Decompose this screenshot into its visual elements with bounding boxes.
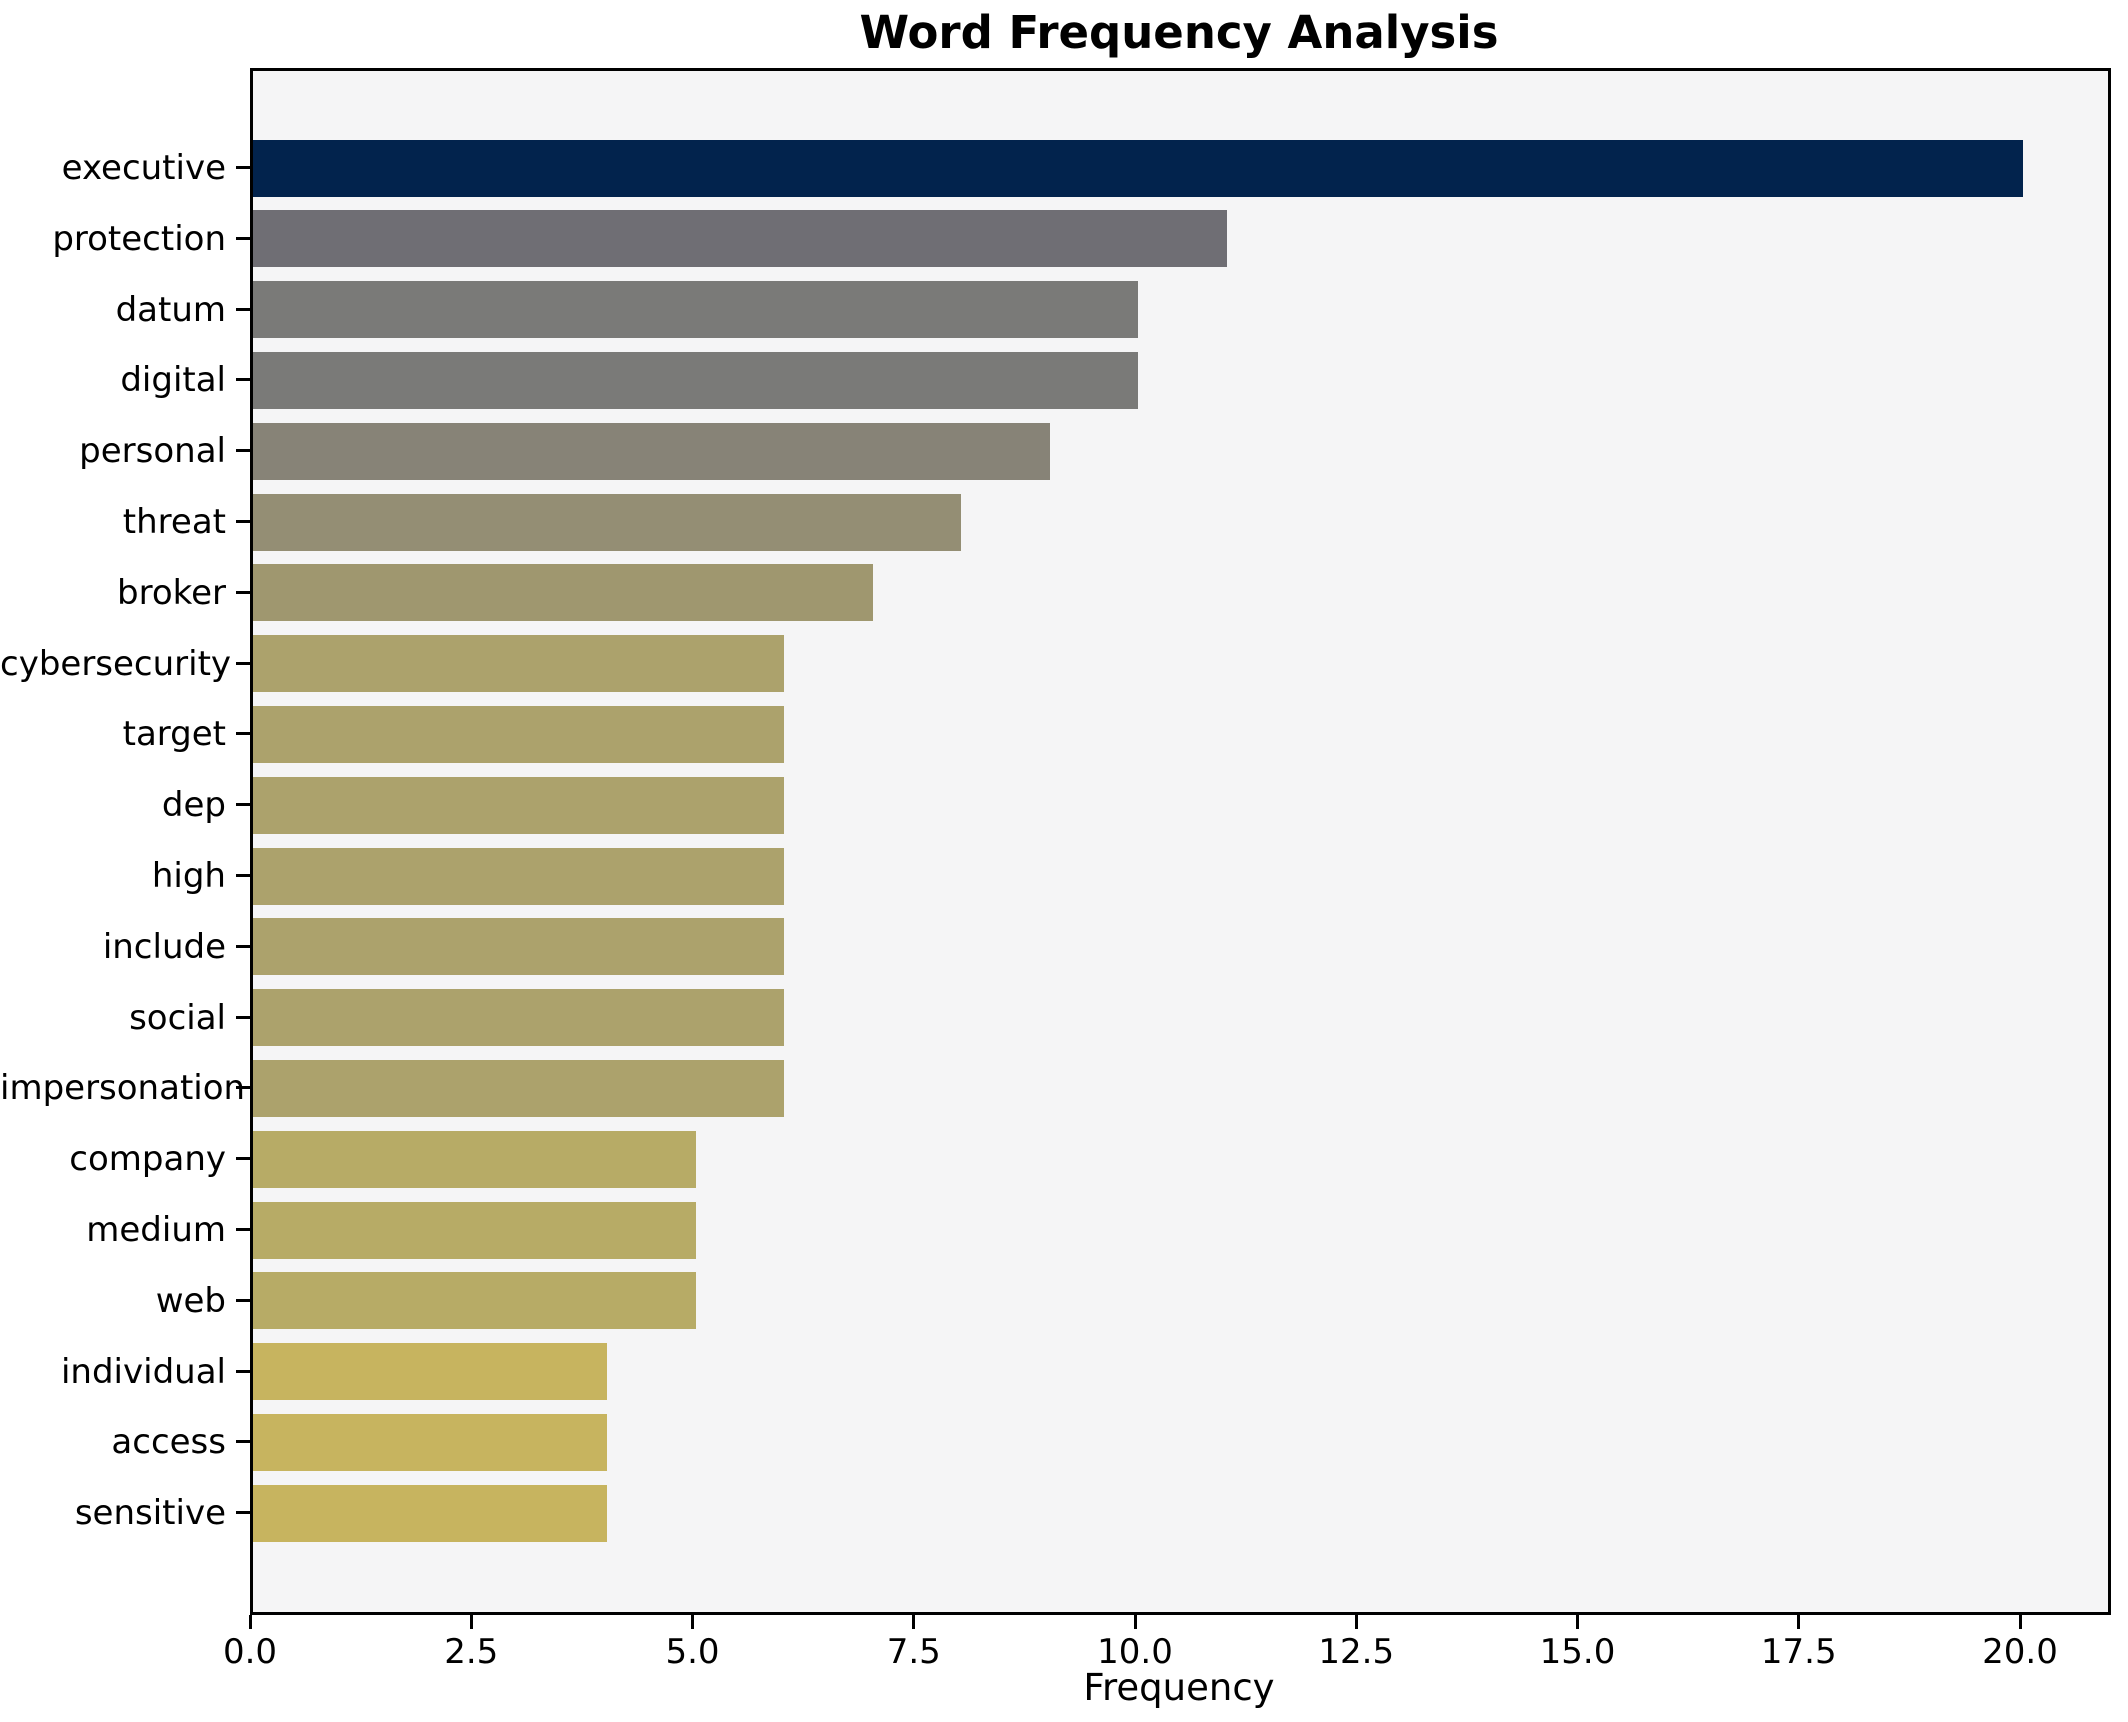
bar-cybersecurity bbox=[253, 635, 784, 693]
y-tick-label-executive: executive bbox=[61, 148, 226, 188]
bar-high bbox=[253, 847, 784, 905]
y-tick-label-high: high bbox=[151, 856, 226, 896]
bar-broker bbox=[253, 564, 873, 622]
plot-area bbox=[250, 68, 2111, 1615]
bar-web bbox=[253, 1272, 696, 1330]
y-tick bbox=[236, 874, 250, 877]
x-tick-label: 10.0 bbox=[1097, 1632, 1173, 1672]
x-tick-label: 15.0 bbox=[1539, 1632, 1616, 1672]
y-tick-label-access: access bbox=[111, 1422, 226, 1463]
y-tick bbox=[236, 1015, 250, 1019]
x-tick-label: 20.0 bbox=[1982, 1632, 2058, 1672]
y-tick-label-threat: threat bbox=[122, 502, 226, 542]
y-tick bbox=[236, 944, 250, 948]
chart-title: Word Frequency Analysis bbox=[859, 6, 1499, 59]
y-tick-label-impersonation: impersonation bbox=[0, 1068, 246, 1109]
y-tick-label-cybersecurity: cybersecurity bbox=[0, 643, 232, 684]
y-tick-label-dep: dep bbox=[161, 785, 226, 826]
x-tick-label: 12.5 bbox=[1318, 1632, 1395, 1672]
y-tick-label-include: include bbox=[102, 926, 226, 967]
bar-company bbox=[253, 1130, 696, 1188]
y-tick-label-individual: individual bbox=[60, 1351, 226, 1392]
y-tick bbox=[236, 1298, 250, 1302]
x-tick bbox=[1133, 1615, 1137, 1629]
y-tick bbox=[236, 1157, 250, 1161]
x-tick bbox=[1797, 1615, 1801, 1629]
y-tick-label-sensitive: sensitive bbox=[74, 1493, 226, 1534]
x-axis-title: Frequency bbox=[1083, 1666, 1275, 1709]
y-tick bbox=[236, 661, 250, 665]
y-tick bbox=[236, 307, 250, 311]
y-tick bbox=[236, 1511, 250, 1515]
y-tick bbox=[236, 1228, 250, 1231]
y-tick-label-target: target bbox=[122, 714, 226, 755]
x-tick-label: 7.5 bbox=[886, 1632, 941, 1672]
x-tick-label: 2.5 bbox=[444, 1632, 499, 1672]
bar-threat bbox=[253, 493, 961, 551]
bar-access bbox=[253, 1413, 607, 1471]
bar-digital bbox=[253, 351, 1138, 409]
bar-datum bbox=[253, 281, 1138, 339]
bar-protection bbox=[253, 210, 1227, 268]
y-tick bbox=[236, 732, 250, 736]
bar-dep bbox=[253, 776, 784, 834]
x-tick bbox=[2018, 1615, 2022, 1629]
y-tick bbox=[236, 166, 250, 169]
bar-social bbox=[253, 989, 784, 1047]
x-tick bbox=[912, 1615, 916, 1629]
x-tick bbox=[248, 1615, 252, 1629]
y-tick bbox=[236, 1369, 250, 1373]
bar-personal bbox=[253, 422, 1050, 480]
bar-executive bbox=[253, 139, 2023, 197]
y-tick bbox=[236, 236, 250, 240]
x-tick-label: 0.0 bbox=[222, 1632, 278, 1672]
bar-medium bbox=[253, 1201, 696, 1259]
bar-impersonation bbox=[253, 1059, 784, 1117]
y-tick-label-web: web bbox=[155, 1280, 226, 1321]
y-tick-label-medium: medium bbox=[86, 1210, 226, 1250]
y-tick bbox=[236, 449, 250, 453]
y-tick bbox=[236, 520, 250, 523]
y-tick-label-broker: broker bbox=[117, 572, 226, 613]
bar-include bbox=[253, 918, 784, 976]
y-tick-label-social: social bbox=[129, 997, 226, 1038]
x-tick-label: 17.5 bbox=[1760, 1632, 1837, 1672]
y-tick bbox=[236, 1440, 250, 1444]
y-tick-label-digital: digital bbox=[120, 360, 226, 401]
bar-individual bbox=[253, 1343, 607, 1401]
y-tick-label-personal: personal bbox=[79, 431, 226, 472]
x-tick bbox=[691, 1615, 694, 1629]
y-tick-label-datum: datum bbox=[115, 289, 226, 330]
x-tick bbox=[1576, 1615, 1579, 1629]
bar-sensitive bbox=[253, 1484, 607, 1542]
y-tick bbox=[236, 1086, 250, 1090]
y-tick bbox=[236, 803, 250, 807]
x-tick bbox=[469, 1615, 473, 1629]
x-tick-label: 5.0 bbox=[665, 1632, 720, 1672]
y-tick-label-company: company bbox=[69, 1139, 226, 1180]
bar-target bbox=[253, 705, 784, 763]
y-tick bbox=[236, 590, 250, 594]
y-tick-label-protection: protection bbox=[52, 218, 226, 259]
y-tick bbox=[236, 378, 250, 382]
x-tick bbox=[1354, 1615, 1358, 1629]
